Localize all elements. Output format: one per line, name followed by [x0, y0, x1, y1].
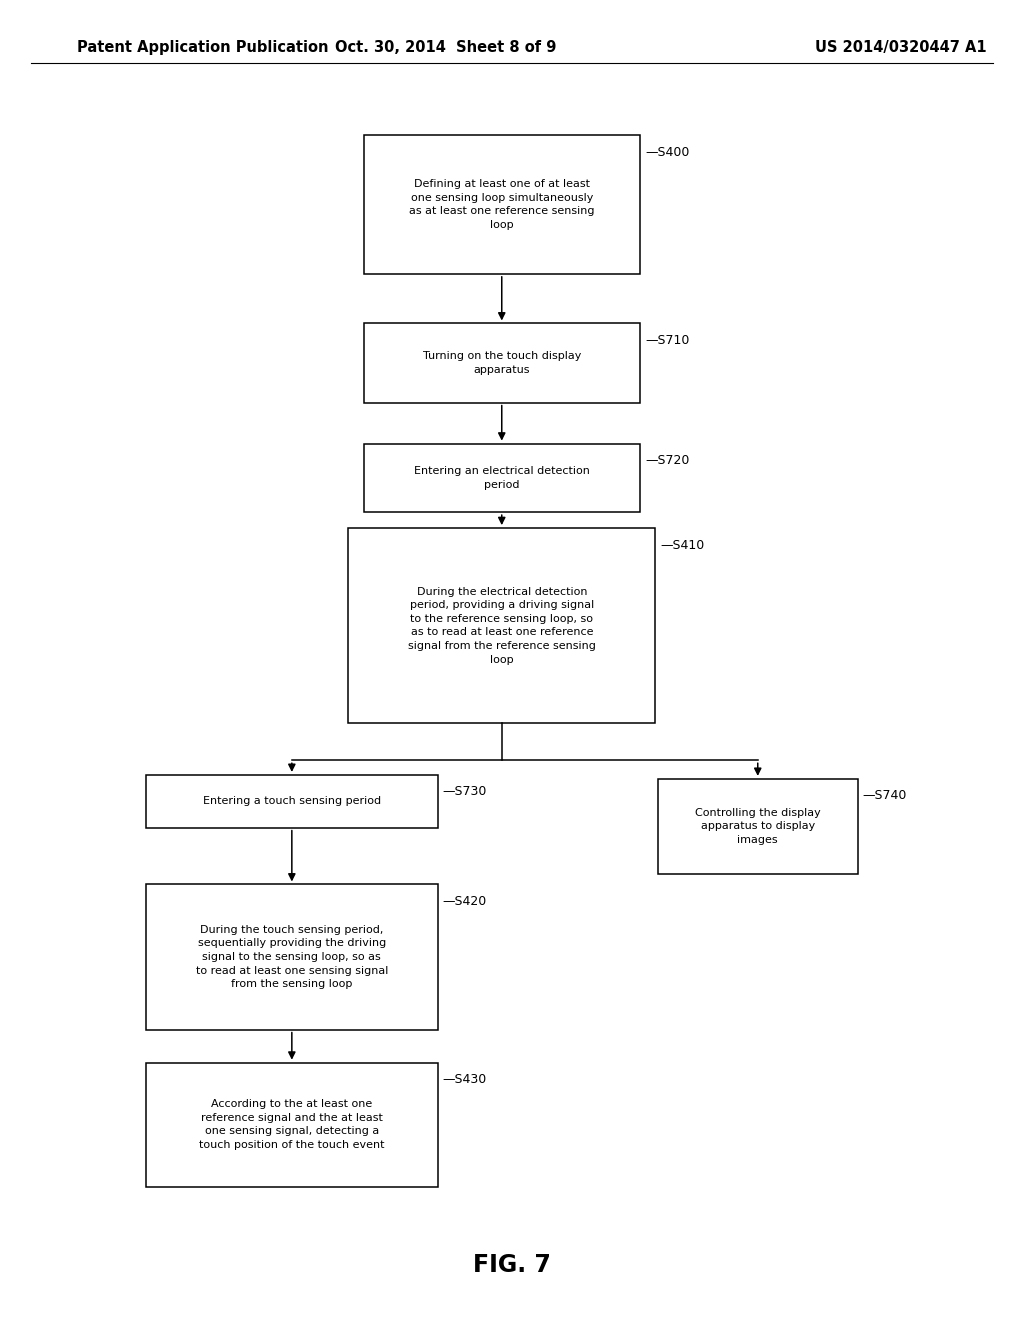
Text: —S730: —S730 — [442, 785, 487, 799]
Text: —S430: —S430 — [442, 1073, 487, 1086]
Text: —S710: —S710 — [645, 334, 689, 347]
Text: —S400: —S400 — [645, 147, 689, 158]
Text: —S720: —S720 — [645, 454, 689, 467]
Bar — [145, 884, 438, 1030]
Text: According to the at least one
reference signal and the at least
one sensing sign: According to the at least one reference … — [199, 1100, 385, 1150]
Text: During the electrical detection
period, providing a driving signal
to the refere: During the electrical detection period, … — [408, 586, 596, 665]
Text: Patent Application Publication: Patent Application Publication — [77, 40, 329, 55]
Bar — [364, 444, 640, 512]
Text: US 2014/0320447 A1: US 2014/0320447 A1 — [815, 40, 987, 55]
Text: FIG. 7: FIG. 7 — [473, 1253, 551, 1276]
Bar — [348, 528, 655, 723]
Text: —S420: —S420 — [442, 895, 487, 908]
Text: Oct. 30, 2014  Sheet 8 of 9: Oct. 30, 2014 Sheet 8 of 9 — [335, 40, 556, 55]
Text: During the touch sensing period,
sequentially providing the driving
signal to th: During the touch sensing period, sequent… — [196, 925, 388, 989]
Text: —S410: —S410 — [660, 539, 705, 552]
Text: Entering a touch sensing period: Entering a touch sensing period — [203, 796, 381, 807]
Text: Turning on the touch display
apparatus: Turning on the touch display apparatus — [423, 351, 581, 375]
Text: Controlling the display
apparatus to display
images: Controlling the display apparatus to dis… — [695, 808, 820, 845]
Bar — [145, 1063, 438, 1187]
Bar — [657, 779, 857, 874]
Text: Entering an electrical detection
period: Entering an electrical detection period — [414, 466, 590, 490]
Bar — [145, 775, 438, 828]
Bar — [364, 136, 640, 275]
Text: —S740: —S740 — [862, 789, 907, 803]
Text: Defining at least one of at least
one sensing loop simultaneously
as at least on: Defining at least one of at least one se… — [409, 180, 595, 230]
Bar — [364, 323, 640, 403]
